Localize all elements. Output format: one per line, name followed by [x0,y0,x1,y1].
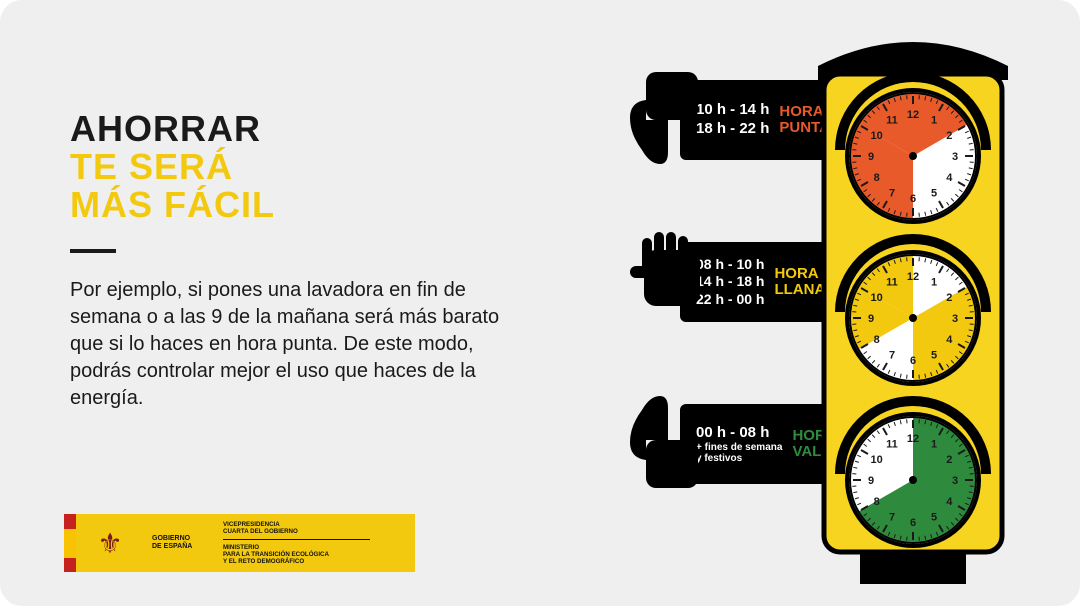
crest-glyph: ⚜ [97,527,122,560]
svg-text:4: 4 [946,496,953,508]
svg-text:2: 2 [946,130,952,142]
svg-text:5: 5 [931,349,937,361]
gov-text-2a: VICEPRESIDENCIA CUARTA DEL GOBIERNO [223,521,407,535]
left-column: AHORRAR TE SERÁ MÁS FÁCIL Por ejemplo, s… [70,110,510,412]
body-text: Por ejemplo, si pones una lavadora en fi… [70,277,500,412]
title-rule [70,249,116,253]
svg-text:4: 4 [946,172,953,184]
title-line-1: AHORRAR [70,110,510,148]
svg-text:9: 9 [868,313,874,325]
svg-text:8: 8 [874,172,880,184]
thumbs-up-icon [616,384,708,500]
svg-text:2: 2 [946,292,952,304]
svg-text:2: 2 [946,454,952,466]
traffic-light: 1212345678910111212345678910111212345678… [800,26,1026,586]
crest-icon: ⚜ [76,514,144,572]
svg-text:7: 7 [889,187,895,199]
times-valle: 00 h - 08 h [696,424,782,443]
spain-flag-stripe [64,514,76,572]
title-line-2: TE SERÁ [70,148,510,186]
svg-text:6: 6 [910,193,916,205]
svg-text:11: 11 [886,115,898,127]
svg-text:3: 3 [952,151,958,163]
svg-text:6: 6 [910,355,916,367]
svg-text:7: 7 [889,349,895,361]
svg-text:6: 6 [910,517,916,529]
svg-text:10: 10 [871,130,883,142]
svg-text:12: 12 [907,433,919,445]
svg-text:9: 9 [868,475,874,487]
svg-text:3: 3 [952,313,958,325]
svg-text:8: 8 [874,334,880,346]
flag-yellow [64,529,76,558]
gov-hr [223,539,370,540]
flag-red-bot [64,558,76,573]
svg-text:1: 1 [931,277,937,289]
infographic-stage: AHORRAR TE SERÁ MÁS FÁCIL Por ejemplo, s… [0,0,1080,606]
svg-text:8: 8 [874,496,880,508]
svg-text:11: 11 [886,277,898,289]
gov-text-2b: MINISTERIO PARA LA TRANSICIÓN ECOLÓGICA … [223,544,407,565]
gov-logo: ⚜ GOBIERNO DE ESPAÑA VICEPRESIDENCIA CUA… [64,514,424,572]
svg-text:4: 4 [946,334,953,346]
svg-text:5: 5 [931,511,937,523]
svg-text:1: 1 [931,439,937,451]
svg-text:7: 7 [889,511,895,523]
svg-text:10: 10 [871,454,883,466]
thumbs-down-icon [616,60,708,176]
sub-valle: + fines de semana y festivos [696,442,782,464]
svg-text:1: 1 [931,115,937,127]
palm-icon [616,222,708,338]
svg-text:9: 9 [868,151,874,163]
gov-text-1: GOBIERNO DE ESPAÑA [144,514,214,572]
svg-text:11: 11 [886,439,898,451]
svg-text:12: 12 [907,271,919,283]
svg-text:5: 5 [931,187,937,199]
svg-text:3: 3 [952,475,958,487]
gov-text-2: VICEPRESIDENCIA CUARTA DEL GOBIERNO MINI… [215,514,415,572]
gov-text-1-label: GOBIERNO DE ESPAÑA [152,535,206,551]
title-line-3: MÁS FÁCIL [70,186,510,224]
svg-text:12: 12 [907,109,919,121]
svg-text:10: 10 [871,292,883,304]
flag-red-top [64,514,76,529]
